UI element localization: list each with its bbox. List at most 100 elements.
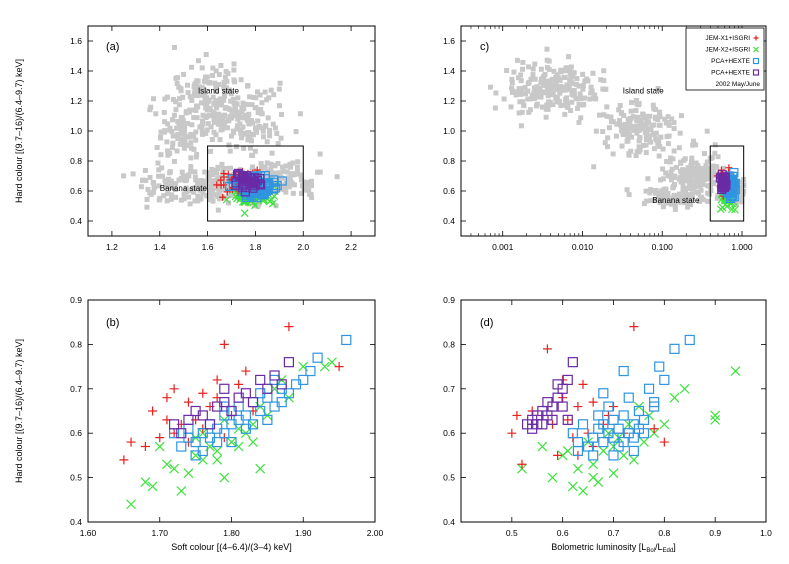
point-archive-grey	[550, 102, 556, 108]
point-pca-hexte	[312, 352, 323, 363]
point-jem-x1-isgri	[563, 415, 573, 425]
point-archive-grey	[228, 133, 234, 139]
panel-b: 1.60 1.70 1.80 1.90 2.00 0.4 0.5 0.6 0.7 0.8 0.9 (…	[14, 295, 384, 552]
point-archive-grey	[634, 124, 640, 130]
point-archive-grey	[564, 98, 570, 104]
point-archive-grey	[279, 164, 285, 170]
point-archive-grey	[653, 130, 659, 136]
point-archive-grey	[210, 72, 216, 78]
point-archive-grey	[563, 87, 569, 93]
point-archive-grey	[645, 176, 651, 182]
point-archive-grey	[162, 96, 168, 102]
point-archive-grey	[262, 164, 268, 170]
point-archive-grey	[202, 92, 208, 98]
point-archive-grey	[664, 159, 670, 165]
point-archive-grey	[276, 86, 282, 92]
y-tick-label: 0.6	[443, 428, 455, 438]
point-archive-grey	[245, 130, 251, 136]
point-archive-grey	[522, 91, 528, 97]
point-archive-grey	[648, 139, 654, 145]
point-archive-grey	[240, 124, 246, 130]
point-archive-grey	[202, 169, 208, 175]
point-jem-x1-isgri	[169, 384, 179, 394]
point-archive-grey	[672, 204, 678, 210]
point-archive-grey	[629, 100, 635, 106]
point-archive-grey	[643, 132, 649, 138]
point-archive-grey	[685, 168, 691, 174]
point-archive-grey	[181, 142, 187, 148]
point-archive-grey	[287, 161, 293, 167]
x-tick-label: 2.00	[367, 528, 384, 538]
point-jem-x1-isgri	[220, 173, 228, 181]
point-archive-grey	[606, 125, 612, 131]
point-archive-grey	[175, 75, 181, 81]
point-archive-grey	[519, 109, 525, 115]
point-jem-x2-isgri	[248, 437, 258, 448]
point-pca-hexte	[240, 410, 251, 421]
point-archive-grey	[217, 115, 223, 121]
point-archive-grey	[660, 146, 666, 152]
point-archive-grey	[130, 171, 136, 177]
point-2002-may-june	[219, 397, 230, 408]
point-archive-grey	[158, 135, 164, 141]
point-pca-hexte	[638, 428, 650, 439]
point-archive-grey	[222, 93, 228, 99]
point-archive-grey	[634, 149, 640, 155]
point-archive-grey	[215, 164, 221, 170]
point-archive-grey	[188, 131, 194, 137]
point-archive-grey	[682, 156, 688, 162]
y-tick-label: 0.9	[443, 295, 455, 305]
x-tick-label: 1.60	[80, 528, 97, 538]
point-archive-grey	[207, 197, 213, 203]
point-archive-grey	[644, 125, 650, 131]
legend-box	[685, 27, 765, 91]
point-archive-grey	[255, 203, 261, 209]
point-archive-grey	[526, 109, 532, 115]
point-archive-grey	[551, 68, 557, 74]
point-archive-grey	[195, 179, 201, 185]
point-archive-grey	[613, 133, 619, 139]
point-archive-grey	[656, 153, 662, 159]
point-archive-grey	[181, 173, 187, 179]
point-archive-grey	[197, 124, 203, 130]
point-2002-may-june	[255, 179, 265, 189]
point-archive-grey	[635, 114, 641, 120]
point-archive-grey	[590, 70, 596, 76]
point-archive-grey	[217, 180, 223, 186]
legend-label-pca-may: PCA+HEXTE	[711, 70, 750, 77]
point-archive-grey	[627, 116, 633, 122]
point-archive-grey	[655, 141, 661, 147]
point-archive-grey	[248, 138, 254, 144]
panel-d-label: (d)	[480, 317, 493, 329]
point-jem-x2-isgri	[588, 472, 599, 483]
point-archive-grey	[268, 87, 274, 93]
point-archive-grey	[286, 175, 292, 181]
point-archive-grey	[221, 122, 227, 128]
point-archive-grey	[587, 96, 593, 102]
point-archive-grey	[181, 128, 187, 134]
panel-c-marks	[487, 46, 747, 214]
point-pca-hexte	[643, 383, 655, 394]
point-jem-x2-isgri	[731, 205, 739, 214]
point-archive-grey	[214, 97, 220, 103]
point-jem-x2-isgri	[659, 419, 670, 430]
point-archive-grey	[187, 134, 193, 140]
point-archive-grey	[636, 144, 642, 150]
point-archive-grey	[218, 62, 224, 68]
point-jem-x2-isgri	[183, 468, 194, 479]
point-archive-grey	[162, 128, 168, 134]
point-archive-grey	[544, 78, 550, 84]
point-archive-grey	[574, 76, 580, 82]
point-pca-hexte	[669, 343, 680, 354]
point-archive-grey	[156, 197, 162, 203]
point-archive-grey	[179, 121, 185, 127]
point-archive-grey	[740, 191, 746, 197]
x-tick-label: 1.2	[106, 242, 118, 252]
x-tick-label: 0.9	[709, 528, 721, 538]
point-archive-grey	[281, 168, 287, 174]
point-archive-grey	[688, 164, 694, 170]
point-archive-grey	[688, 199, 694, 205]
point-archive-grey	[259, 100, 265, 106]
panel-a: 1.2 1.4 1.6 1.8 2.0 2.20.40.60.81.01.21.41.6 …	[14, 25, 376, 252]
point-archive-grey	[194, 78, 200, 84]
